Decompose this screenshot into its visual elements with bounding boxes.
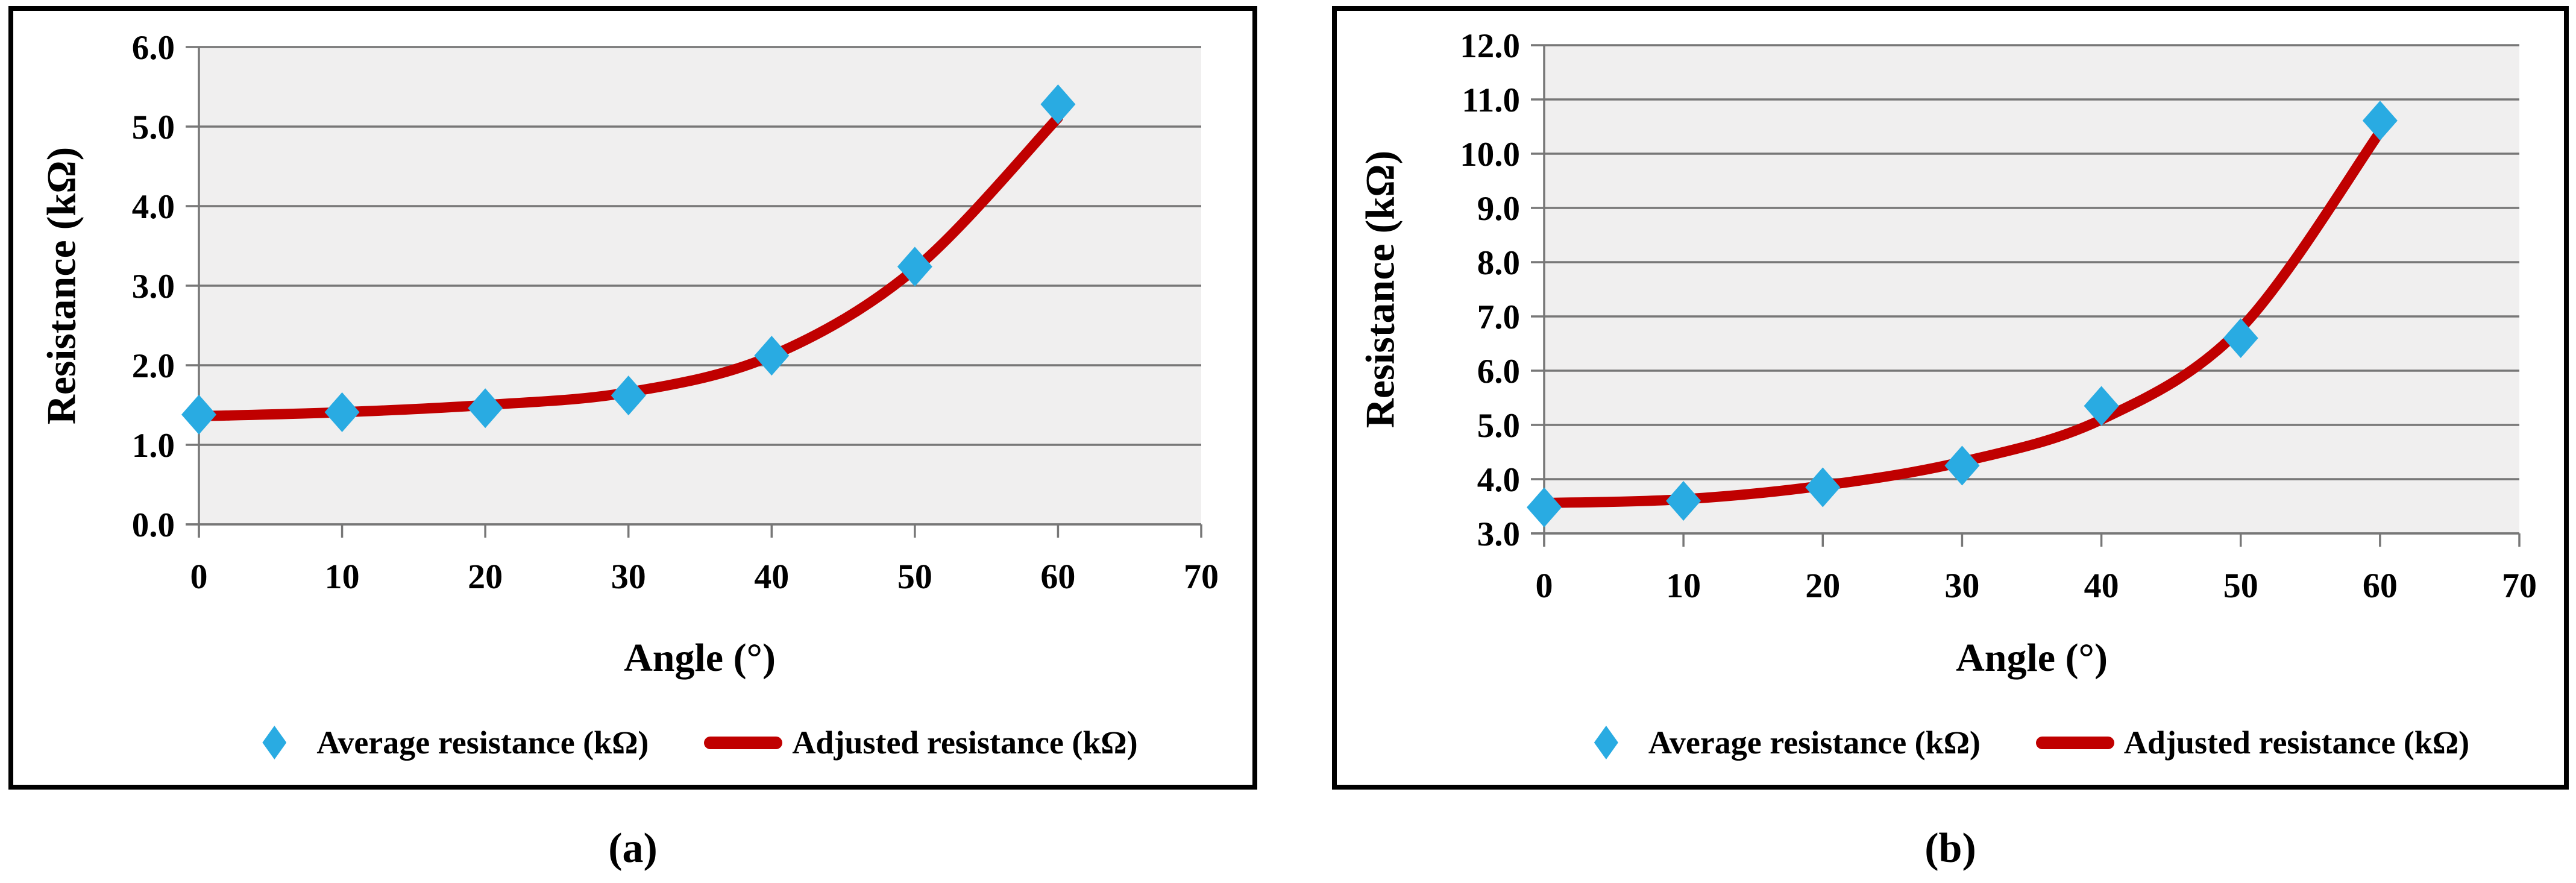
caption-b: (b) xyxy=(1924,825,1976,872)
y-tick-label: 10.0 xyxy=(1460,136,1520,174)
y-tick-label: 6.0 xyxy=(1477,353,1520,391)
data-point-diamond xyxy=(611,376,646,416)
x-tick-label: 10 xyxy=(1666,566,1701,605)
legend-diamond-icon xyxy=(1594,726,1618,759)
data-point-diamond xyxy=(1527,487,1562,527)
legend-label-adjusted: Adjusted resistance (kΩ) xyxy=(2123,724,2470,761)
x-tick-label: 30 xyxy=(611,557,646,596)
x-tick-label: 70 xyxy=(1184,557,1219,596)
x-tick-label: 40 xyxy=(754,557,789,596)
y-tick-label: 4.0 xyxy=(132,188,175,226)
x-tick-label: 0 xyxy=(1536,566,1553,605)
y-tick-label: 5.0 xyxy=(1477,407,1520,445)
data-point-diamond xyxy=(2223,318,2258,358)
data-point-diamond xyxy=(324,392,360,432)
data-point-diamond xyxy=(2362,101,2398,141)
data-point-diamond xyxy=(1666,481,1701,521)
y-tick-label: 6.0 xyxy=(132,29,175,67)
legend-b: Average resistance (kΩ) Adjusted resista… xyxy=(1544,720,2519,765)
x-tick-label: 0 xyxy=(190,557,208,596)
data-point-diamond xyxy=(897,247,932,287)
y-tick-label: 3.0 xyxy=(132,268,175,306)
x-tick-label: 50 xyxy=(2223,566,2258,605)
x-tick-label: 30 xyxy=(1944,566,1979,605)
x-tick-label: 20 xyxy=(1805,566,1840,605)
data-point-diamond xyxy=(468,388,503,429)
legend-label-average: Average resistance (kΩ) xyxy=(1648,724,1981,761)
data-point-diamond xyxy=(181,394,216,435)
legend-line-icon xyxy=(704,736,783,749)
y-tick-label: 12.0 xyxy=(1460,27,1520,65)
x-tick-label: 60 xyxy=(2363,566,2398,605)
y-tick-label: 0.0 xyxy=(132,506,175,544)
data-point-diamond xyxy=(1944,445,1980,486)
y-tick-label: 5.0 xyxy=(132,108,175,146)
y-tick-label: 2.0 xyxy=(132,347,175,385)
x-tick-label: 60 xyxy=(1040,557,1075,596)
legend-diamond-icon xyxy=(262,726,287,759)
y-tick-label: 4.0 xyxy=(1477,461,1520,499)
x-tick-label: 40 xyxy=(2084,566,2119,605)
caption-a: (a) xyxy=(608,825,658,872)
y-tick-label: 7.0 xyxy=(1477,298,1520,336)
panel-b-border xyxy=(1332,6,2569,790)
y-tick-label: 9.0 xyxy=(1477,190,1520,228)
x-axis-title-a: Angle (°) xyxy=(624,636,776,680)
y-tick-label: 8.0 xyxy=(1477,244,1520,282)
panel-a-border xyxy=(8,6,1257,790)
data-point-diamond xyxy=(754,336,790,376)
data-point-diamond xyxy=(1040,84,1076,125)
y-tick-label: 3.0 xyxy=(1477,515,1520,553)
data-point-diamond xyxy=(1805,467,1841,507)
x-tick-label: 20 xyxy=(468,557,503,596)
x-tick-label: 10 xyxy=(325,557,360,596)
y-axis-title-b: Resistance (kΩ) xyxy=(1357,150,1403,429)
plot-area xyxy=(1544,45,2519,533)
legend-label-adjusted: Adjusted resistance (kΩ) xyxy=(792,724,1138,761)
x-tick-label: 50 xyxy=(897,557,932,596)
y-tick-label: 11.0 xyxy=(1462,81,1520,119)
legend-a: Average resistance (kΩ) Adjusted resista… xyxy=(199,720,1201,765)
legend-line-icon xyxy=(2035,736,2114,749)
x-axis-title-b: Angle (°) xyxy=(1956,636,2108,680)
data-point-diamond xyxy=(2084,386,2119,426)
x-tick-label: 70 xyxy=(2502,566,2537,605)
y-tick-label: 1.0 xyxy=(132,427,175,465)
legend-label-average: Average resistance (kΩ) xyxy=(316,724,649,761)
y-axis-title-a: Resistance (kΩ) xyxy=(38,146,84,425)
